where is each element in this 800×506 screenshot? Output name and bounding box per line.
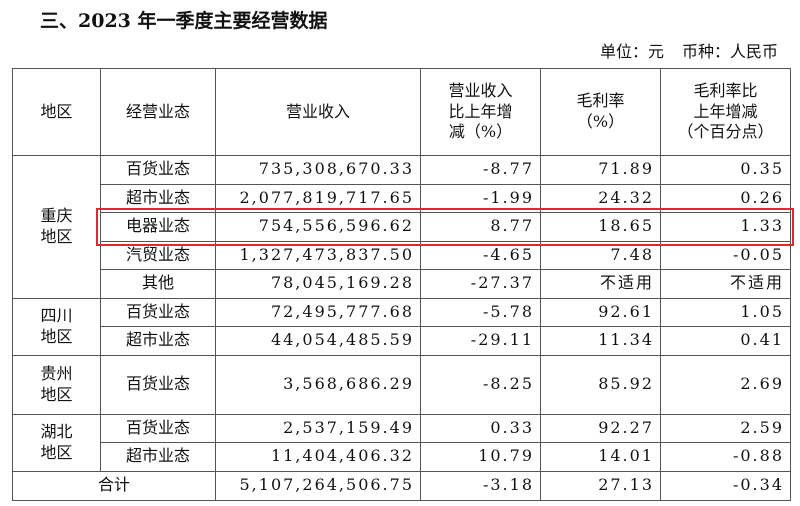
currency: 币种：人民币 (681, 42, 778, 61)
value-cell: 2.59 (660, 413, 791, 443)
business-type: 汽贸业态 (100, 240, 216, 270)
value-cell: -5.78 (420, 297, 541, 327)
value-cell: 不适用 (660, 269, 791, 299)
value-cell: 72,495,777.68 (215, 297, 421, 327)
value-cell: 10.79 (420, 442, 541, 472)
business-type: 超市业态 (100, 326, 216, 356)
value-cell: 11,404,406.32 (215, 442, 421, 472)
value-cell: 754,556,596.62 (215, 212, 421, 242)
value-cell: 85.92 (540, 354, 661, 415)
value-cell: 24.32 (540, 183, 661, 213)
column-header: 经营业态 (100, 68, 216, 156)
value-cell: -0.05 (660, 240, 791, 270)
column-header: 毛利率比 上年增减 （个百分点） (660, 68, 791, 156)
business-type: 百货业态 (100, 413, 216, 443)
column-header: 地区 (12, 68, 101, 156)
total-cell: 5,107,264,506.75 (215, 470, 421, 501)
business-type: 超市业态 (100, 183, 216, 213)
value-cell: 1,327,473,837.50 (215, 240, 421, 270)
value-cell: 2,537,159.49 (215, 413, 421, 443)
region-cell: 贵州 地区 (12, 354, 101, 415)
value-cell: 92.27 (540, 413, 661, 443)
business-type: 百货业态 (100, 155, 216, 185)
business-type: 超市业态 (100, 442, 216, 472)
value-cell: 0.35 (660, 155, 791, 185)
value-cell: -8.77 (420, 155, 541, 185)
business-type: 百货业态 (100, 354, 216, 415)
value-cell: 0.33 (420, 413, 541, 443)
value-cell: 0.26 (660, 183, 791, 213)
value-cell: 2.69 (660, 354, 791, 415)
value-cell: 不适用 (540, 269, 661, 299)
unit-note: 单位：元 币种：人民币 (582, 38, 778, 62)
value-cell: 1.05 (660, 297, 791, 327)
value-cell: -27.37 (420, 269, 541, 299)
value-cell: 0.41 (660, 326, 791, 356)
total-cell: -3.18 (420, 470, 541, 501)
value-cell: -8.25 (420, 354, 541, 415)
value-cell: -0.88 (660, 442, 791, 472)
value-cell: 8.77 (420, 212, 541, 242)
value-cell: 2,077,819,717.65 (215, 183, 421, 213)
region-cell: 湖北 地区 (12, 413, 101, 472)
business-type: 其他 (100, 269, 216, 299)
data-table: 地区 经营业态 营业收入 营业收入 比上年增 减（%） 毛利率 （%） 毛利率比 上年增减… (12, 68, 791, 501)
total-cell: -0.34 (660, 470, 791, 501)
value-cell: 3,568,686.29 (215, 354, 421, 415)
unit: 单位：元 (599, 42, 664, 61)
value-cell: 1.33 (660, 212, 791, 242)
value-cell: -29.11 (420, 326, 541, 356)
business-type: 百货业态 (100, 297, 216, 327)
value-cell: -1.99 (420, 183, 541, 213)
region-cell: 重庆 地区 (12, 155, 101, 299)
column-header: 毛利率 （%） (540, 68, 661, 156)
value-cell: 7.48 (540, 240, 661, 270)
region-cell: 四川 地区 (12, 297, 101, 356)
value-cell: 78,045,169.28 (215, 269, 421, 299)
value-cell: -4.65 (420, 240, 541, 270)
value-cell: 14.01 (540, 442, 661, 472)
value-cell: 18.65 (540, 212, 661, 242)
value-cell: 44,054,485.59 (215, 326, 421, 356)
business-type: 电器业态 (100, 212, 216, 242)
value-cell: 735,308,670.33 (215, 155, 421, 185)
total-cell: 27.13 (540, 470, 661, 501)
total-label: 合计 (12, 470, 216, 501)
title: 三、2023 年一季度主要经营数据 (40, 10, 328, 32)
value-cell: 71.89 (540, 155, 661, 185)
column-header: 营业收入 比上年增 减（%） (420, 68, 541, 156)
value-cell: 11.34 (540, 326, 661, 356)
column-header: 营业收入 (215, 68, 421, 156)
value-cell: 92.61 (540, 297, 661, 327)
